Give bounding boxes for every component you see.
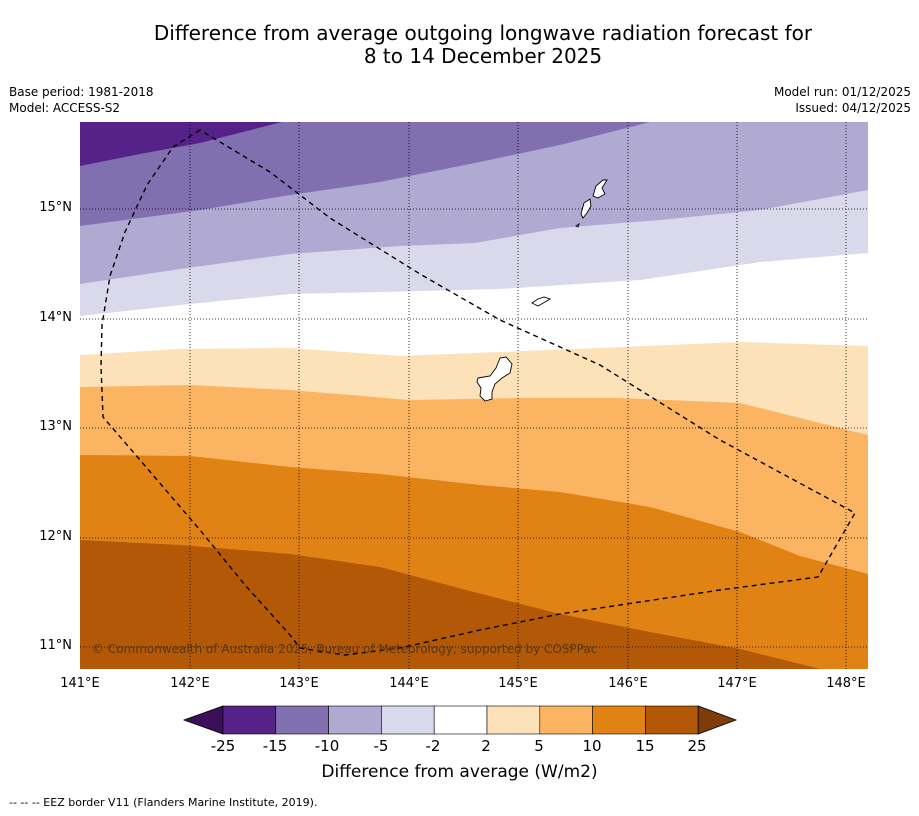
colorbar-bin-4 xyxy=(433,705,488,735)
cb-tick-2: -10 xyxy=(314,737,340,755)
copyright-text: © Commonwealth of Australia 2025, Bureau… xyxy=(92,642,597,656)
cb-tick-1: -15 xyxy=(262,737,288,755)
eez-footnote: -- -- -- EEZ border V11 (Flanders Marine… xyxy=(9,796,318,809)
title-line-1: Difference from average outgoing longwav… xyxy=(153,21,813,45)
issued-date: Issued: 04/12/2025 xyxy=(795,101,911,115)
lon-label-144e: 144°E xyxy=(389,676,429,691)
island-tinian xyxy=(580,198,592,219)
meta-right: Model run: 01/12/2025 Issued: 04/12/2025 xyxy=(774,84,911,116)
lon-label-141e: 141°E xyxy=(60,676,100,691)
island-guam xyxy=(476,356,513,402)
lat-label-14n: 14°N xyxy=(39,310,72,325)
colorbar-bin-3 xyxy=(381,705,435,735)
colorbar-bin-2 xyxy=(328,705,382,735)
lon-label-145e: 145°E xyxy=(498,676,538,691)
lon-label-146e: 146°E xyxy=(608,676,648,691)
band-minus-25-to-minus-15 xyxy=(80,122,282,166)
colorbar-label: Difference from average (W/m2) xyxy=(321,762,598,782)
eez-border xyxy=(100,129,856,656)
island-saipan xyxy=(592,179,608,199)
colorbar-arrow-min xyxy=(182,705,224,735)
cb-tick-9: 25 xyxy=(687,737,707,755)
chart-title: Difference from average outgoing longwav… xyxy=(0,22,919,68)
colorbar-arrow-max xyxy=(697,705,738,735)
band-minus-15-to-minus-10 xyxy=(80,122,650,226)
colorbar-bin-0 xyxy=(222,705,277,735)
lat-label-15n: 15°N xyxy=(39,200,72,215)
cb-tick-7: 10 xyxy=(582,737,602,755)
lat-label-11n: 11°N xyxy=(39,638,72,653)
lat-label-13n: 13°N xyxy=(39,419,72,434)
lon-label-147e: 147°E xyxy=(717,676,757,691)
lon-label-142e: 142°E xyxy=(170,676,210,691)
model-name: Model: ACCESS-S2 xyxy=(9,101,121,115)
band-15-to-25 xyxy=(80,540,820,669)
gridlines xyxy=(80,122,868,669)
cb-tick-3: -5 xyxy=(373,737,389,755)
cb-tick-8: 15 xyxy=(635,737,655,755)
meta-left: Base period: 1981-2018 Model: ACCESS-S2 xyxy=(9,84,154,116)
colorbar-bin-6 xyxy=(539,705,593,735)
colorbar-bin-7 xyxy=(592,705,646,735)
lon-label-143e: 143°E xyxy=(279,676,319,691)
anomaly-field: © Commonwealth of Australia 2025, Bureau… xyxy=(80,122,868,669)
colorbar-bin-1 xyxy=(275,705,329,735)
cb-tick-6: 5 xyxy=(534,737,544,755)
islands xyxy=(476,179,608,402)
colorbar-bin-5 xyxy=(486,705,541,735)
island-aguijan xyxy=(575,222,580,228)
base-period: Base period: 1981-2018 xyxy=(9,85,154,99)
lon-label-148e: 148°E xyxy=(826,676,866,691)
island-rota xyxy=(531,296,552,307)
cb-tick-4: -2 xyxy=(425,737,441,755)
colorbar-segments xyxy=(182,705,738,735)
cb-tick-0: -25 xyxy=(210,737,236,755)
model-run: Model run: 01/12/2025 xyxy=(773,85,911,99)
cb-tick-5: 2 xyxy=(481,737,491,755)
lat-label-12n: 12°N xyxy=(39,529,72,544)
title-line-2: 8 to 14 December 2025 xyxy=(363,44,603,68)
colorbar-bin-8 xyxy=(645,705,699,735)
